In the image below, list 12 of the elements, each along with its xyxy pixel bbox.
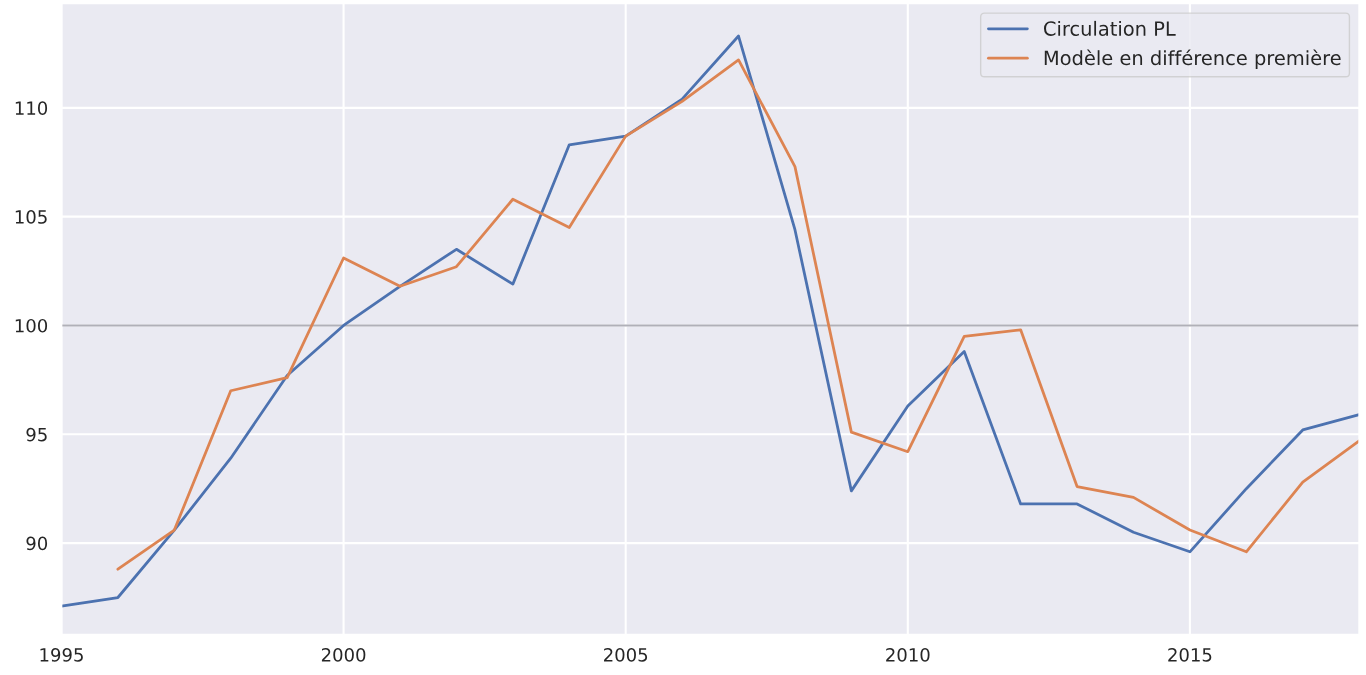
x-tick-label: 1995 [40, 648, 83, 662]
y-tick-label: 90 [26, 536, 48, 551]
x-tick-label: 2000 [321, 648, 366, 662]
legend-label: Circulation PL [1043, 20, 1176, 36]
y-tick-label: 95 [26, 427, 47, 442]
y-tick-label: 105 [15, 210, 47, 224]
y-tick-label: 110 [15, 101, 48, 115]
x-tick-label: 2015 [1168, 648, 1212, 662]
x-tick-label: 2005 [604, 648, 648, 662]
y-tick-label: 100 [15, 318, 48, 333]
x-tick-label: 2010 [886, 648, 930, 662]
legend-label: Modèle en différence première [1044, 49, 1341, 70]
